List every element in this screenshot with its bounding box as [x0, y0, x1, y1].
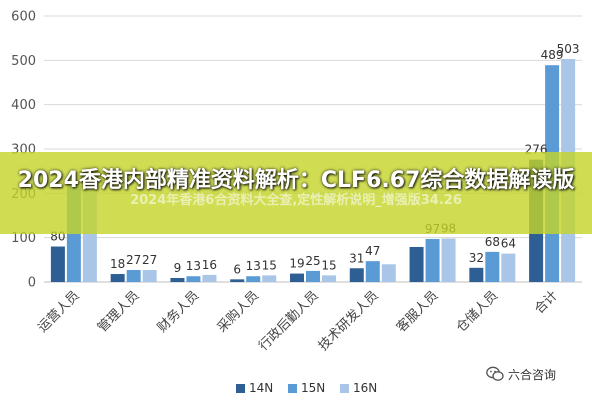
bar-16N-4: [322, 275, 336, 282]
data-label: 25: [305, 254, 320, 268]
bar-16N-1: [142, 270, 157, 282]
y-tick-label: 600: [11, 10, 36, 25]
legend-label: 14N: [249, 381, 273, 395]
bar-16N-2: [202, 274, 217, 282]
bar-14N-0: [50, 246, 65, 282]
bar-14N-1: [110, 274, 125, 282]
source-watermark: 六合咨询: [486, 364, 556, 384]
bar-16N-6: [441, 238, 456, 282]
bar-15N-1: [126, 270, 141, 282]
headline-title: 2024香港内部精准资料解析：CLF6.67综合数据解读版: [17, 168, 575, 193]
watermark-text: 六合咨询: [508, 367, 557, 382]
x-category-label: 技术研发人员: [315, 288, 381, 354]
data-label: 27: [126, 253, 141, 267]
data-label: 9: [174, 261, 182, 275]
data-label: 13: [186, 259, 201, 273]
data-label: 31: [349, 251, 364, 265]
data-label: 15: [262, 258, 277, 272]
y-tick-label: 0: [28, 276, 36, 291]
data-label: 47: [365, 244, 380, 258]
headline-subtitle: 2024年香港6合资料大全查,定性解析说明_增强版34.26: [130, 193, 462, 208]
data-label: 19: [289, 257, 304, 271]
x-category-label: 行政后勤人员: [256, 288, 322, 354]
x-category-label: 采购人员: [214, 288, 262, 336]
data-label: 15: [321, 258, 336, 272]
legend: 14N 15N 16N: [236, 381, 377, 395]
data-label: 6: [233, 262, 241, 276]
bar-16N-3: [262, 275, 277, 282]
bar-15N-5: [365, 261, 380, 282]
y-tick-label: 400: [11, 98, 36, 113]
bar-16N-5: [381, 264, 396, 282]
x-category-label: 客服人员: [393, 288, 441, 336]
bar-15N-3: [246, 276, 261, 282]
data-label: 64: [501, 237, 516, 251]
legend-swatch: [288, 384, 297, 393]
bar-15N-6: [425, 238, 440, 282]
legend-swatch: [340, 384, 349, 393]
bar-14N-4: [290, 273, 304, 282]
data-label: 68: [485, 235, 500, 249]
legend-label: 15N: [301, 381, 325, 395]
wechat-icon: [486, 366, 504, 381]
bar-14N-3: [230, 279, 245, 282]
y-tick-label: 100: [11, 231, 36, 246]
data-label: 489: [541, 48, 564, 62]
bar-14N-7: [469, 267, 484, 282]
bar-16N-7: [501, 253, 516, 282]
bar-15N-4: [306, 270, 320, 282]
x-category-label: 仓储人员: [454, 288, 501, 335]
bar-15N-2: [186, 276, 201, 282]
y-tick-label: 500: [11, 54, 36, 69]
data-label: 27: [142, 253, 157, 267]
legend-swatch: [236, 384, 245, 393]
x-category-label: 管理人员: [95, 288, 142, 335]
bar-15N-7: [485, 251, 500, 282]
data-label: 13: [246, 259, 261, 273]
bar-14N-5: [349, 268, 364, 282]
x-category-label: 合计: [532, 288, 561, 317]
y-axis-ticks: 0100200300400500600: [11, 10, 36, 291]
data-label: 32: [469, 251, 484, 265]
bar-14N-6: [409, 246, 424, 282]
legend-label: 16N: [353, 381, 377, 395]
x-category-label: 财务人员: [154, 288, 202, 336]
bar-14N-2: [170, 278, 185, 282]
data-label: 18: [110, 257, 125, 271]
data-label: 16: [202, 258, 217, 272]
headline-banner: [0, 152, 592, 234]
x-category-label: 运营人员: [35, 288, 82, 335]
data-label: 503: [557, 42, 580, 56]
